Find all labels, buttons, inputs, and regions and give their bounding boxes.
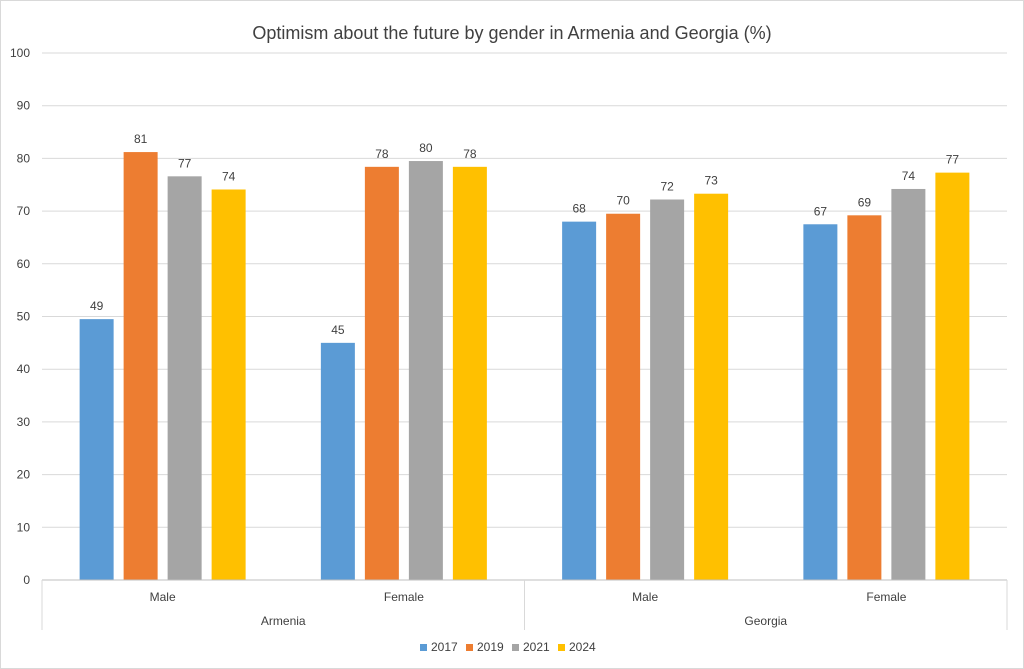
bar-2024 (211, 189, 246, 581)
x-axis: Male Female Male Female Armenia Georgia (41, 579, 1008, 630)
bar-2019 (123, 152, 158, 581)
legend-swatch-2021 (512, 644, 519, 651)
legend-swatch-2024 (558, 644, 565, 651)
bar-2017 (803, 224, 838, 580)
legend-label: 2024 (569, 640, 596, 654)
y-tick-label: 80 (17, 151, 31, 165)
bar-2017 (79, 319, 114, 580)
bars (79, 152, 970, 581)
data-label: 81 (134, 132, 148, 146)
data-label: 49 (90, 299, 104, 313)
legend-label: 2021 (523, 640, 550, 654)
data-label: 78 (463, 147, 477, 161)
bar-2024 (935, 172, 970, 580)
bar-2021 (891, 188, 926, 580)
group-label: Georgia (744, 614, 787, 628)
legend-swatch-2017 (420, 644, 427, 651)
legend: 2017 2019 2021 2024 (420, 640, 596, 654)
y-tick-label: 100 (10, 46, 30, 60)
y-axis: 0 10 20 30 40 50 60 70 80 90 100 (10, 46, 30, 587)
bar-2021 (408, 161, 443, 580)
category-label: Female (384, 590, 424, 604)
category-label: Male (150, 590, 176, 604)
bar-2021 (650, 199, 685, 581)
data-label: 45 (331, 323, 345, 337)
bar-2017 (562, 221, 597, 580)
data-label: 67 (814, 204, 828, 218)
bar-2019 (364, 166, 399, 580)
group-label: Armenia (261, 614, 306, 628)
y-tick-label: 20 (17, 468, 31, 482)
legend-label: 2017 (431, 640, 458, 654)
category-label: Male (632, 590, 658, 604)
data-label: 74 (902, 169, 916, 183)
data-label: 80 (419, 141, 433, 155)
y-tick-label: 40 (17, 362, 31, 376)
data-label: 68 (572, 202, 586, 216)
y-tick-label: 70 (17, 204, 31, 218)
bar-2024 (694, 193, 729, 581)
chart-title: Optimism about the future by gender in A… (252, 23, 771, 43)
data-label: 78 (375, 147, 389, 161)
data-label: 70 (616, 194, 630, 208)
data-label: 74 (222, 169, 236, 183)
gridlines (42, 52, 1007, 528)
y-tick-label: 10 (17, 520, 31, 534)
y-tick-label: 50 (17, 310, 31, 324)
data-label: 72 (660, 180, 674, 194)
y-tick-label: 0 (23, 573, 30, 587)
legend-swatch-2019 (466, 644, 473, 651)
data-label: 69 (858, 195, 872, 209)
y-tick-label: 60 (17, 257, 31, 271)
bar-2019 (847, 215, 882, 581)
bar-2019 (606, 213, 641, 581)
bar-2017 (320, 342, 355, 580)
data-labels: 49 45 68 67 81 78 70 69 77 80 72 74 74 78 73 77 (90, 132, 959, 337)
bar-2021 (167, 176, 202, 580)
bar-2024 (452, 166, 487, 580)
data-label: 73 (704, 174, 718, 188)
y-tick-label: 90 (17, 99, 31, 113)
y-tick-label: 30 (17, 415, 31, 429)
data-label: 77 (946, 153, 960, 167)
data-label: 77 (178, 156, 192, 170)
legend-label: 2019 (477, 640, 504, 654)
category-label: Female (866, 590, 906, 604)
